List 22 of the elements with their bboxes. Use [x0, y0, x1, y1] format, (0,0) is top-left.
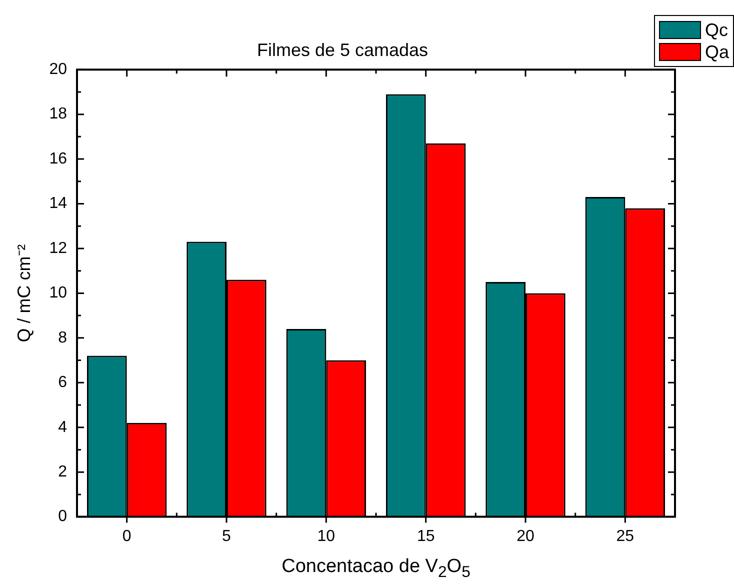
y-tick-label: 4	[58, 418, 68, 436]
x-tick-label: 10	[317, 528, 336, 545]
x-tick-label: 25	[616, 528, 634, 545]
y-tick-label: 0	[58, 508, 68, 526]
y-axis-title: Q / mC cm⁻²	[14, 244, 34, 342]
y-tick-label: 16	[49, 150, 68, 168]
y-tick-label: 8	[58, 329, 68, 346]
y-tick-label: 12	[49, 240, 68, 257]
y-tick-label: 2	[58, 463, 68, 480]
x-tick-label: 0	[122, 528, 132, 545]
legend-label: Qa	[704, 41, 729, 63]
x-tick-label: 20	[516, 528, 534, 545]
y-tick-label: 18	[49, 106, 68, 123]
legend-label: Qc	[704, 19, 728, 41]
y-tick-label: 6	[58, 374, 68, 392]
y-tick-label: 20	[49, 61, 68, 78]
y-tick-label: 14	[49, 195, 68, 212]
x-axis-title: Concentacao de V$_{2}$O$_{5}$	[280, 556, 472, 582]
y-tick-label: 10	[49, 284, 68, 302]
x-tick-label: 5	[222, 528, 232, 545]
x-tick-label: 15	[416, 528, 435, 545]
chart-title: Filmes de 5 camadas	[256, 40, 428, 60]
